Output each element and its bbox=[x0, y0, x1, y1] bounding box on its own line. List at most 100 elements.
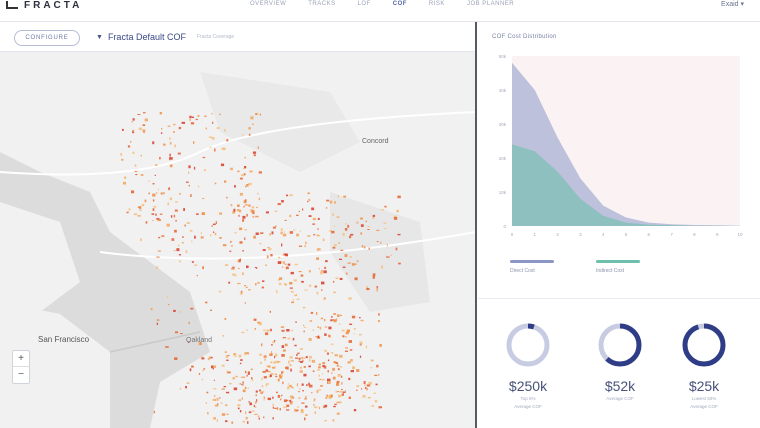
pipe-segment bbox=[150, 307, 153, 311]
pipe-segment bbox=[241, 384, 244, 386]
pipe-segment bbox=[340, 249, 344, 251]
pipe-segment bbox=[280, 397, 282, 400]
pipe-segment bbox=[241, 290, 243, 293]
pipe-segment bbox=[299, 388, 301, 390]
pipe-segment bbox=[168, 303, 170, 306]
zoom-out-button[interactable]: − bbox=[18, 369, 24, 380]
pipe-segment bbox=[141, 203, 145, 207]
legend-indirect[interactable]: Indirect Cost bbox=[596, 260, 640, 274]
pipe-segment bbox=[366, 384, 371, 387]
nav-item-job-planner[interactable]: Job Planner bbox=[466, 1, 515, 7]
pipe-segment bbox=[256, 267, 258, 269]
pipe-segment bbox=[347, 361, 351, 364]
ring-fill bbox=[598, 323, 642, 367]
pipe-segment bbox=[253, 235, 256, 239]
pipe-segment bbox=[225, 420, 228, 423]
pipe-segment bbox=[349, 256, 352, 258]
pipe-segment bbox=[152, 220, 154, 222]
brand-logo[interactable]: FRACTA bbox=[6, 0, 82, 11]
y-tick-label: 50k bbox=[499, 54, 507, 59]
pipe-segment bbox=[374, 374, 378, 376]
y-tick-label: 30k bbox=[499, 122, 507, 127]
pipe-segment bbox=[316, 390, 319, 393]
pipe-segment bbox=[370, 359, 374, 362]
top-navigation-bar: FRACTA Overview Tracks LOF COF RISK Job Plann… bbox=[0, 0, 760, 22]
x-tick-label: 1 bbox=[534, 232, 537, 237]
nav-item-cof[interactable]: COF bbox=[392, 1, 407, 7]
pipe-segment bbox=[378, 313, 380, 316]
pipe-segment bbox=[353, 333, 355, 335]
nav-item-tracks[interactable]: Tracks bbox=[308, 1, 336, 7]
pipe-segment bbox=[371, 405, 375, 407]
pipe-segment bbox=[272, 403, 274, 407]
pipe-segment bbox=[284, 253, 288, 257]
nav-item-risk[interactable]: RISK bbox=[428, 1, 445, 7]
area-series-direct bbox=[512, 62, 740, 226]
pipe-segment bbox=[366, 387, 368, 391]
pipe-segment bbox=[303, 373, 307, 377]
pipe-segment bbox=[214, 148, 216, 152]
cof-model-select[interactable]: ▼ Fracta Default COF Fracta Coverage bbox=[96, 32, 234, 42]
pipe-segment bbox=[333, 244, 337, 247]
pipe-segment bbox=[356, 369, 360, 372]
pipe-segment bbox=[206, 391, 209, 394]
pipe-segment bbox=[326, 352, 329, 355]
nav-item-lof[interactable]: LOF bbox=[357, 1, 371, 7]
pipe-segment bbox=[269, 233, 271, 236]
hills bbox=[200, 72, 360, 172]
pipe-segment bbox=[260, 392, 264, 394]
pipe-segment bbox=[213, 388, 217, 390]
nav-item-overview[interactable]: Overview bbox=[250, 1, 287, 7]
pipe-segment bbox=[294, 294, 297, 297]
cof-map[interactable]: Concord San Francisco Oakland + − bbox=[0, 52, 476, 428]
pipe-segment bbox=[274, 355, 276, 359]
pipe-segment bbox=[266, 365, 271, 367]
pipe-segment bbox=[234, 232, 237, 234]
pipe-segment bbox=[316, 248, 319, 251]
pipe-segment bbox=[303, 326, 307, 328]
pipe-segment bbox=[260, 390, 264, 393]
stat-top-5: $250k Top 5% Average COF bbox=[488, 322, 568, 410]
panel-divider[interactable] bbox=[475, 22, 477, 428]
x-tick-label: 8 bbox=[693, 232, 696, 237]
pipe-segment bbox=[351, 263, 355, 266]
pipe-segment bbox=[336, 412, 340, 415]
pipe-segment bbox=[317, 235, 321, 237]
pipe-segment bbox=[294, 408, 297, 411]
x-tick-label: 0 bbox=[511, 232, 514, 237]
pipe-segment bbox=[202, 266, 204, 270]
pipe-segment bbox=[345, 331, 349, 335]
pipe-segment bbox=[156, 256, 160, 258]
pipe-segment bbox=[188, 165, 191, 169]
pipe-segment bbox=[174, 144, 177, 148]
pipe-segment bbox=[248, 127, 251, 130]
stat-value: $250k bbox=[508, 378, 548, 394]
zoom-in-button[interactable]: + bbox=[13, 351, 29, 367]
pipe-segment bbox=[372, 276, 375, 279]
sf-land bbox=[0, 302, 110, 428]
pipe-segment bbox=[152, 208, 155, 211]
pipe-segment bbox=[314, 285, 318, 288]
pipe-segment bbox=[359, 317, 361, 319]
pipe-segment bbox=[275, 375, 278, 378]
bay-bridge bbox=[109, 331, 201, 353]
map-canvas[interactable]: Concord San Francisco Oakland bbox=[0, 52, 476, 428]
pipe-segment bbox=[368, 247, 370, 250]
pipe-segment bbox=[271, 344, 273, 346]
pipe-segment bbox=[299, 348, 303, 350]
pipe-segment bbox=[381, 265, 384, 269]
pipe-segment bbox=[255, 394, 257, 397]
pipe-segment bbox=[320, 318, 323, 320]
pipe-segment bbox=[214, 182, 217, 185]
user-menu[interactable]: Exaid ▾ bbox=[721, 1, 744, 8]
pipe-segment bbox=[323, 405, 326, 409]
pipe-segment bbox=[282, 254, 285, 256]
pipe-segment bbox=[308, 365, 311, 368]
pipe-segment bbox=[127, 145, 131, 148]
pipe-segment bbox=[330, 394, 333, 398]
configure-button[interactable]: CONFIGURE bbox=[14, 30, 80, 46]
legend-direct[interactable]: Direct Cost bbox=[510, 260, 554, 274]
pipe-segment bbox=[211, 113, 213, 115]
pipe-segment bbox=[350, 370, 354, 373]
pipe-segment bbox=[245, 411, 247, 415]
